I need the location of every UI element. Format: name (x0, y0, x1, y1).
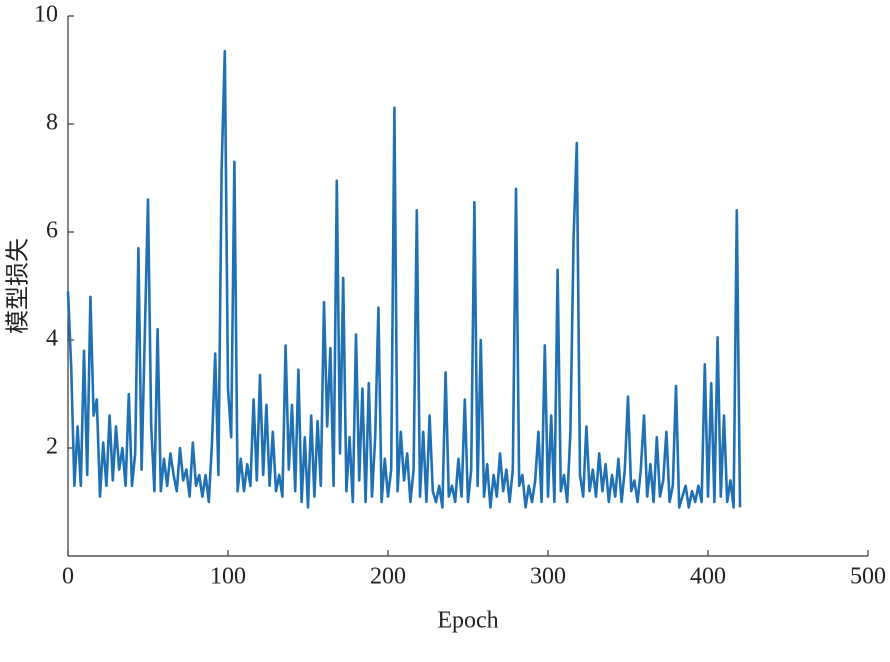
y-tick-label: 2 (46, 434, 58, 460)
x-tick-label: 400 (690, 564, 726, 590)
y-tick-label: 6 (46, 218, 58, 244)
x-tick-label: 300 (530, 564, 566, 590)
y-tick-label: 4 (46, 326, 58, 352)
x-tick-label: 500 (850, 564, 886, 590)
x-axis-label: Epoch (437, 608, 498, 634)
y-tick-label: 10 (34, 2, 58, 28)
y-tick-label: 8 (46, 110, 58, 136)
x-tick-label: 200 (370, 564, 406, 590)
y-axis-label: 模型损失 (5, 238, 32, 334)
x-tick-label: 0 (62, 564, 74, 590)
loss-line (66, 49, 742, 509)
x-tick-label: 100 (210, 564, 246, 590)
